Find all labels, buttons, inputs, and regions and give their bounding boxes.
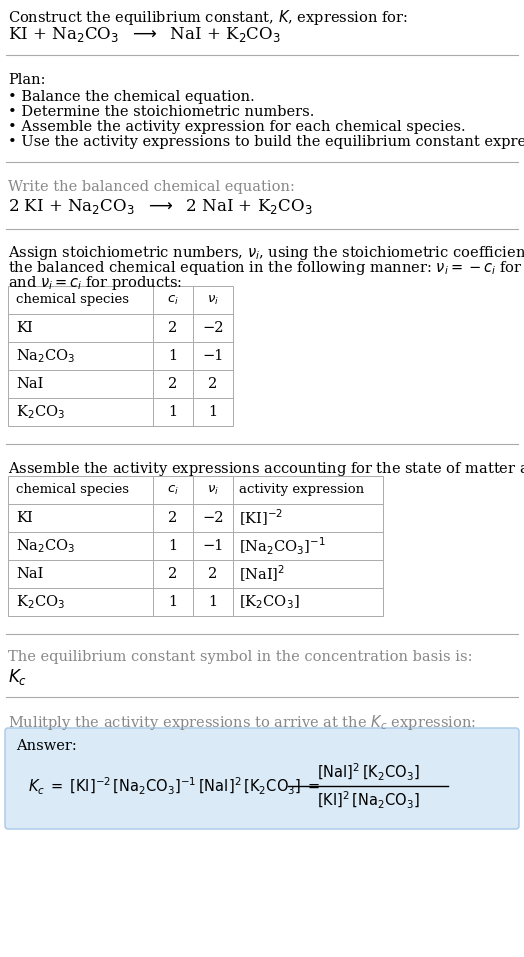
Text: 1: 1 bbox=[168, 539, 178, 553]
Text: the balanced chemical equation in the following manner: $\nu_i = -c_i$ for react: the balanced chemical equation in the fo… bbox=[8, 259, 524, 277]
Text: 1: 1 bbox=[168, 595, 178, 609]
Text: Assemble the activity expressions accounting for the state of matter and $\nu_i$: Assemble the activity expressions accoun… bbox=[8, 460, 524, 478]
Text: Answer:: Answer: bbox=[16, 739, 77, 753]
Text: $K_c$: $K_c$ bbox=[8, 667, 27, 687]
Text: 2 KI + Na$_2$CO$_3$  $\longrightarrow$  2 NaI + K$_2$CO$_3$: 2 KI + Na$_2$CO$_3$ $\longrightarrow$ 2 … bbox=[8, 197, 313, 216]
Text: Assign stoichiometric numbers, $\nu_i$, using the stoichiometric coefficients, $: Assign stoichiometric numbers, $\nu_i$, … bbox=[8, 244, 524, 262]
Text: $\nu_i$: $\nu_i$ bbox=[207, 483, 219, 497]
Text: Na$_2$CO$_3$: Na$_2$CO$_3$ bbox=[16, 347, 75, 365]
Text: KI: KI bbox=[16, 511, 32, 525]
Text: • Determine the stoichiometric numbers.: • Determine the stoichiometric numbers. bbox=[8, 105, 314, 119]
Text: The equilibrium constant symbol in the concentration basis is:: The equilibrium constant symbol in the c… bbox=[8, 650, 473, 664]
Text: • Use the activity expressions to build the equilibrium constant expression.: • Use the activity expressions to build … bbox=[8, 135, 524, 149]
Text: $\nu_i$: $\nu_i$ bbox=[207, 294, 219, 306]
Text: Construct the equilibrium constant, $K$, expression for:: Construct the equilibrium constant, $K$,… bbox=[8, 8, 408, 27]
Text: 1: 1 bbox=[168, 405, 178, 419]
Text: chemical species: chemical species bbox=[16, 483, 129, 497]
Text: KI: KI bbox=[16, 321, 32, 335]
Text: KI + Na$_2$CO$_3$  $\longrightarrow$  NaI + K$_2$CO$_3$: KI + Na$_2$CO$_3$ $\longrightarrow$ NaI … bbox=[8, 25, 281, 44]
Text: • Balance the chemical equation.: • Balance the chemical equation. bbox=[8, 90, 255, 104]
Text: 2: 2 bbox=[209, 567, 217, 581]
Text: 1: 1 bbox=[209, 405, 217, 419]
Text: 2: 2 bbox=[168, 321, 178, 335]
Text: Plan:: Plan: bbox=[8, 73, 46, 87]
Text: activity expression: activity expression bbox=[239, 483, 364, 497]
Text: $[\mathrm{NaI}]^2\,[\mathrm{K_2CO_3}]$: $[\mathrm{NaI}]^2\,[\mathrm{K_2CO_3}]$ bbox=[316, 762, 419, 783]
Text: −1: −1 bbox=[202, 539, 224, 553]
Text: 2: 2 bbox=[168, 377, 178, 391]
Text: NaI: NaI bbox=[16, 567, 43, 581]
Text: K$_2$CO$_3$: K$_2$CO$_3$ bbox=[16, 593, 65, 611]
Text: 2: 2 bbox=[168, 511, 178, 525]
Text: • Assemble the activity expression for each chemical species.: • Assemble the activity expression for e… bbox=[8, 120, 466, 134]
Text: $c_i$: $c_i$ bbox=[167, 483, 179, 497]
Text: $[\mathrm{KI}]^2\,[\mathrm{Na_2CO_3}]$: $[\mathrm{KI}]^2\,[\mathrm{Na_2CO_3}]$ bbox=[316, 790, 419, 811]
Bar bbox=[8, 476, 383, 616]
Text: K$_2$CO$_3$: K$_2$CO$_3$ bbox=[16, 403, 65, 421]
Text: [NaI]$^2$: [NaI]$^2$ bbox=[239, 564, 285, 584]
Text: chemical species: chemical species bbox=[16, 294, 129, 306]
Text: Mulitply the activity expressions to arrive at the $K_c$ expression:: Mulitply the activity expressions to arr… bbox=[8, 713, 476, 732]
Text: $c_i$: $c_i$ bbox=[167, 294, 179, 306]
Text: 1: 1 bbox=[209, 595, 217, 609]
Text: [Na$_2$CO$_3$]$^{-1}$: [Na$_2$CO$_3$]$^{-1}$ bbox=[239, 535, 325, 557]
Text: 2: 2 bbox=[209, 377, 217, 391]
Text: [KI]$^{-2}$: [KI]$^{-2}$ bbox=[239, 508, 283, 528]
Text: $K_c\;=\;[\mathrm{KI}]^{-2}\,[\mathrm{Na_2CO_3}]^{-1}\,[\mathrm{NaI}]^{2}\,[\mat: $K_c\;=\;[\mathrm{KI}]^{-2}\,[\mathrm{Na… bbox=[28, 775, 320, 796]
Text: [K$_2$CO$_3$]: [K$_2$CO$_3$] bbox=[239, 593, 300, 611]
Text: −1: −1 bbox=[202, 349, 224, 363]
FancyBboxPatch shape bbox=[5, 728, 519, 829]
Text: NaI: NaI bbox=[16, 377, 43, 391]
Text: −2: −2 bbox=[202, 321, 224, 335]
Text: −2: −2 bbox=[202, 511, 224, 525]
Text: 2: 2 bbox=[168, 567, 178, 581]
Bar bbox=[8, 286, 233, 426]
Text: Write the balanced chemical equation:: Write the balanced chemical equation: bbox=[8, 180, 295, 194]
Text: and $\nu_i = c_i$ for products:: and $\nu_i = c_i$ for products: bbox=[8, 274, 182, 292]
Text: Na$_2$CO$_3$: Na$_2$CO$_3$ bbox=[16, 537, 75, 555]
Text: 1: 1 bbox=[168, 349, 178, 363]
